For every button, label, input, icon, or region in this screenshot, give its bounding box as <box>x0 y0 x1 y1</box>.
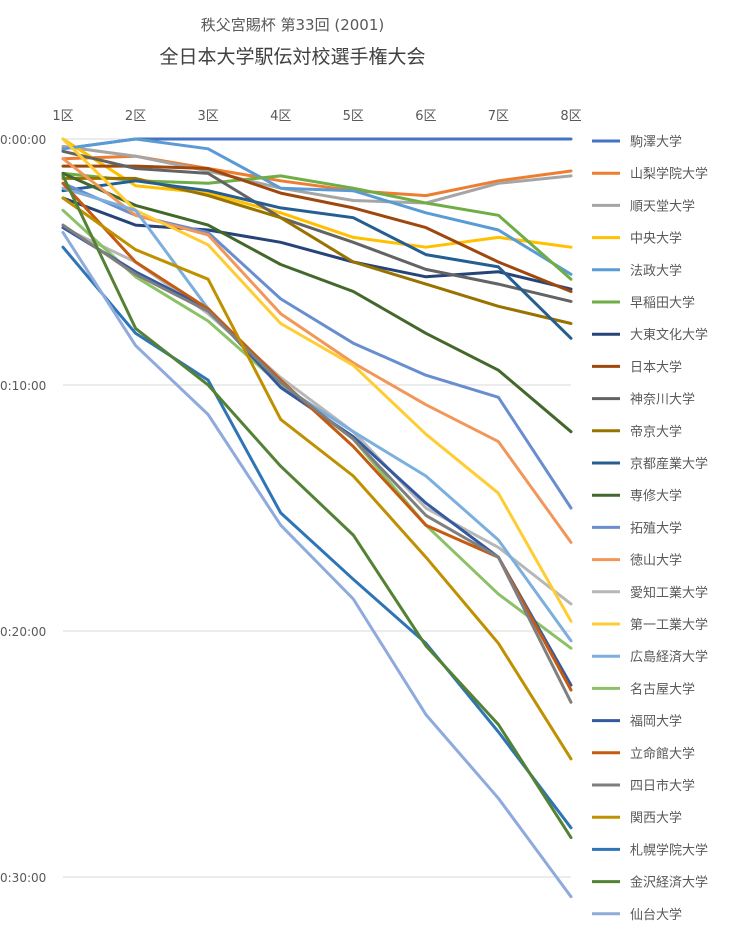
y-tick-label: 0:20:00 <box>0 625 46 639</box>
legend-label: 関西大学 <box>630 810 682 826</box>
legend-label: 福岡大学 <box>630 714 682 730</box>
legend-label: 専修大学 <box>630 488 682 504</box>
legend-label: 順天堂大学 <box>630 198 695 214</box>
legend-label: 早稲田大学 <box>630 295 695 311</box>
series-line <box>61 137 573 249</box>
x-tick-label: 3区 <box>198 109 219 124</box>
legend-label: 立命館大学 <box>630 746 695 762</box>
series-line <box>61 179 573 340</box>
legend-label: 大東文化大学 <box>630 327 708 343</box>
x-tick-label: 5区 <box>343 109 364 124</box>
series-line <box>61 223 573 704</box>
series-line <box>61 186 573 643</box>
y-tick-label: 0:30:00 <box>0 871 46 885</box>
x-tick-label: 7区 <box>488 109 509 124</box>
series-line <box>61 231 573 899</box>
legend-label: 愛知工業大学 <box>630 585 708 601</box>
legend-label: 徳山大学 <box>630 553 682 569</box>
chart-subtitle: 秩父宮賜杯 第33回 (2001) <box>200 16 385 34</box>
legend-label: 名古屋大学 <box>630 681 695 697</box>
x-tick-label: 4区 <box>270 109 291 124</box>
series-line <box>61 171 573 434</box>
legend-label: 京都産業大学 <box>630 456 708 472</box>
chart-title: 全日本大学駅伝対校選手権大会 <box>159 46 426 68</box>
series-line <box>61 174 573 840</box>
series-line <box>61 149 573 303</box>
series-line <box>61 137 573 623</box>
x-tick-label: 2区 <box>125 109 146 124</box>
x-tick-label: 6区 <box>415 109 436 124</box>
legend-label: 帝京大学 <box>630 424 682 440</box>
series-line <box>61 137 573 151</box>
legend-label: 山梨学院大学 <box>630 166 708 182</box>
y-tick-label: 0:10:00 <box>0 379 46 393</box>
series-line <box>61 164 573 293</box>
x-tick-label: 1区 <box>52 109 73 124</box>
series-line <box>61 226 573 687</box>
legend-label: 四日市大学 <box>630 778 695 794</box>
legend-label: 神奈川大学 <box>630 392 695 408</box>
legend-label: 駒澤大学 <box>630 134 682 150</box>
x-tick-label: 8区 <box>560 109 581 124</box>
legend-label: 日本大学 <box>630 359 682 375</box>
legend-label: 仙台大学 <box>630 907 682 923</box>
legend-label: 金沢経済大学 <box>630 875 708 891</box>
series-line <box>61 196 573 761</box>
y-tick-label: 0:00:00 <box>0 133 46 147</box>
series-line <box>61 157 573 544</box>
legend-label: 広島経済大学 <box>630 649 708 665</box>
series-line <box>61 137 573 276</box>
legend-label: 拓殖大学 <box>630 520 682 536</box>
legend-label: 第一工業大学 <box>630 617 708 633</box>
legend-label: 中央大学 <box>630 231 682 247</box>
legend-label: 法政大学 <box>630 263 682 279</box>
series-line <box>61 144 573 205</box>
legend-label: 札幌学院大学 <box>630 842 708 858</box>
series-line <box>61 245 573 830</box>
